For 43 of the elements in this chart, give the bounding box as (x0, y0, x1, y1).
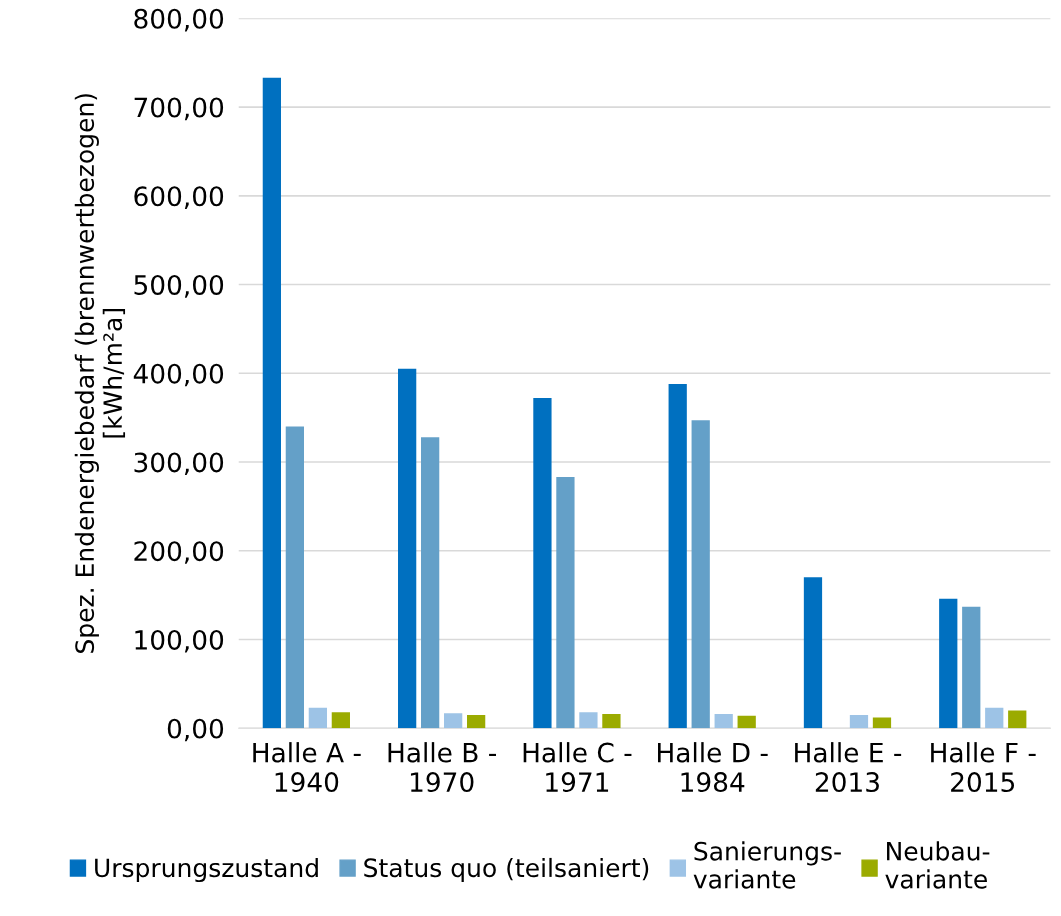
bar (398, 368, 417, 729)
y-tick-label: 500,00 (134, 274, 224, 298)
x-tick-label: Halle F - 2015 (931, 742, 1036, 793)
bar (872, 717, 892, 729)
bar (262, 77, 281, 729)
y-tick-label: 0,00 (167, 718, 224, 742)
legend-label: Sanierungs- variante (693, 841, 841, 889)
bar (691, 420, 710, 729)
bar (985, 707, 1004, 729)
y-tick-label: 700,00 (134, 97, 224, 121)
bar (285, 426, 304, 729)
x-tick-label: Halle B - 1970 (388, 742, 497, 793)
bar (803, 577, 823, 729)
x-tick-label: Halle D - 1984 (658, 742, 768, 793)
y-tick-label: 100,00 (135, 629, 224, 653)
bar (668, 383, 687, 729)
y-tick-label: 800,00 (134, 8, 224, 32)
bar (602, 714, 621, 729)
y-tick-label: 400,00 (133, 363, 224, 387)
bar (331, 712, 350, 729)
bar (467, 714, 486, 729)
bar (714, 714, 733, 729)
legend-label: Neubau- variante (885, 841, 990, 889)
x-tick-label: Halle C - 1971 (523, 742, 632, 793)
x-tick-label: Halle E - 2013 (795, 742, 902, 793)
bar (421, 437, 440, 729)
legend-label: Status quo (teilsaniert) (364, 857, 649, 883)
bar (849, 714, 869, 729)
bar (579, 712, 598, 729)
x-tick-label: Halle A - 1940 (253, 742, 361, 793)
bar (939, 598, 958, 729)
bar (1008, 710, 1027, 729)
y-tick-label: 200,00 (134, 541, 224, 564)
bar (556, 477, 575, 729)
y-tick-label: 300,00 (134, 452, 224, 476)
legend-label: Ursprungszustand (95, 857, 318, 883)
bar (533, 398, 552, 729)
bar (962, 606, 981, 729)
y-tick-label: 600,00 (134, 186, 224, 209)
y-axis-title: Spez. Endenergiebedarf (brennwertbezogen) [kWh/m²a] (74, 94, 126, 653)
bar (737, 715, 756, 729)
bar (444, 713, 463, 729)
bar (308, 707, 327, 729)
